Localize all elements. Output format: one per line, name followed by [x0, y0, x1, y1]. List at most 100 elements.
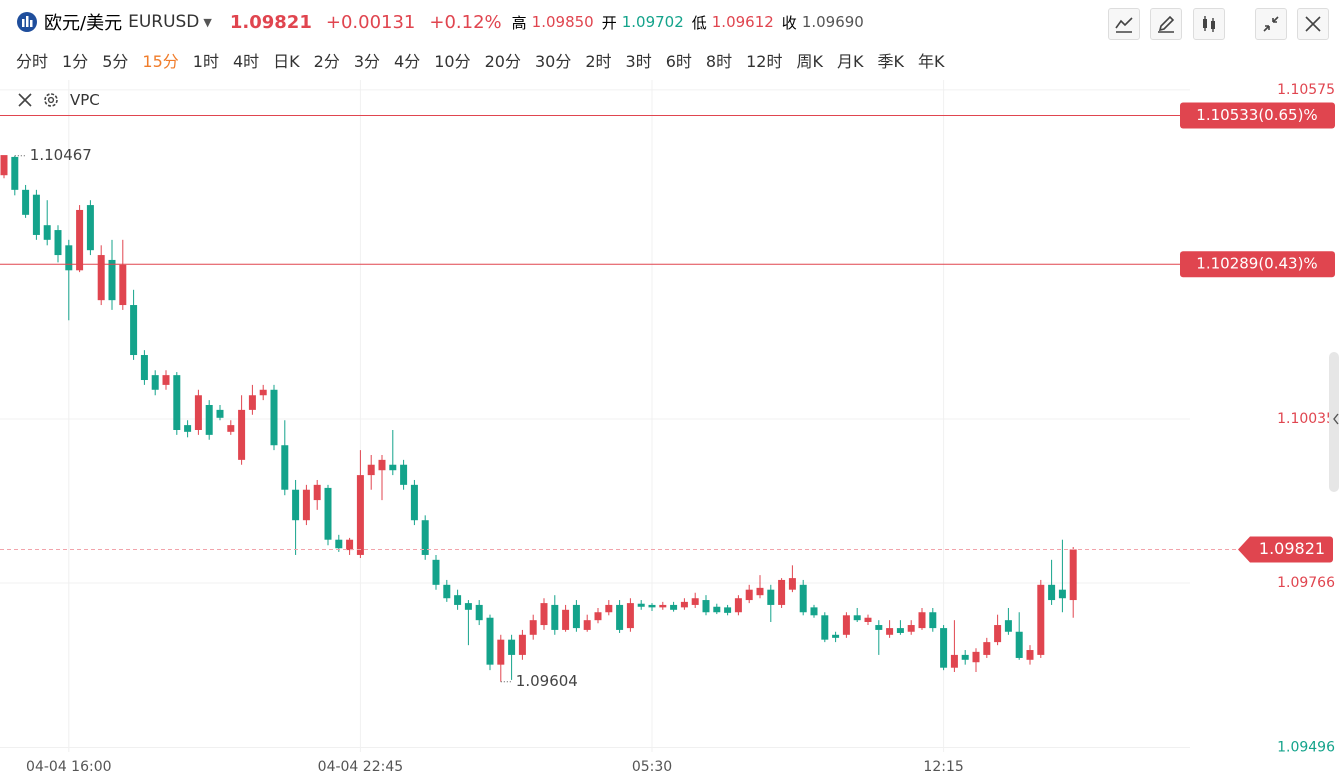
scrollbar: [1329, 352, 1339, 492]
symbol-name[interactable]: 欧元/美元: [44, 13, 123, 34]
interval-tab[interactable]: 10分: [434, 52, 471, 71]
candle-body: [918, 612, 926, 629]
candle-body: [54, 230, 62, 256]
candle-body: [659, 604, 667, 608]
candle-button[interactable]: [1193, 8, 1225, 40]
y-tick-label: 1.10575: [1277, 82, 1335, 98]
candle-body: [670, 604, 678, 610]
x-tick-label: 05:30: [632, 759, 672, 775]
candle-body: [551, 604, 559, 630]
interval-tab[interactable]: 20分: [484, 52, 521, 71]
candle-body: [529, 620, 537, 635]
interval-tab[interactable]: 2分: [313, 52, 340, 71]
x-tick-label: 04-04 16:00: [26, 759, 111, 775]
interval-tab[interactable]: 年K: [917, 52, 945, 71]
candle-body: [238, 409, 246, 460]
candle-body: [205, 405, 213, 435]
candle-body: [400, 464, 408, 485]
interval-tab[interactable]: 12时: [746, 52, 783, 71]
interval-tab[interactable]: 30分: [534, 52, 572, 71]
symbol-icon: [17, 12, 37, 32]
candle-body: [583, 620, 591, 630]
candle-body: [864, 617, 872, 622]
interval-tab[interactable]: 周K: [796, 52, 823, 71]
interval-tab[interactable]: 4时: [232, 52, 260, 71]
candle-body: [972, 651, 980, 663]
interval-tab[interactable]: 1时: [192, 52, 219, 71]
candle-body: [281, 445, 289, 490]
candle-body: [875, 625, 883, 630]
price: 1.09821: [229, 11, 312, 33]
symbol-code[interactable]: EURUSD: [128, 12, 200, 32]
interval-tab[interactable]: 2时: [585, 52, 612, 71]
chart-type-button[interactable]: [1108, 8, 1140, 40]
draw-button[interactable]: [1150, 8, 1182, 40]
candle-body: [216, 409, 224, 418]
y-tick-label: 1.10035: [1277, 411, 1335, 427]
candle-body: [486, 617, 494, 665]
open: 1.09702: [621, 13, 684, 31]
settings-icon[interactable]: [42, 91, 60, 109]
indicator-row: VPC: [16, 88, 100, 112]
candle-body: [367, 464, 375, 476]
candle-body: [227, 425, 235, 432]
candle-body: [702, 600, 710, 613]
annotation-label: 1.10467: [30, 146, 92, 164]
candle-body: [0, 155, 8, 176]
annotation-label: 1.09604: [516, 672, 578, 690]
indicator-name: VPC: [70, 91, 100, 109]
interval-tab[interactable]: 6时: [665, 52, 692, 71]
candle-body: [853, 615, 861, 621]
candle-body: [11, 156, 19, 190]
low: 1.09612: [711, 13, 774, 31]
candle-body: [43, 225, 51, 240]
y-tick-label: 1.09766: [1277, 575, 1335, 591]
candle-body: [97, 255, 105, 301]
interval-tab[interactable]: 日K: [273, 52, 300, 71]
candle-body: [616, 604, 624, 630]
candle-body: [313, 484, 321, 501]
candle-body: [421, 520, 429, 555]
interval-tab[interactable]: 8时: [705, 52, 733, 71]
candle-body: [788, 578, 796, 590]
interval-tab[interactable]: 分时: [16, 52, 49, 71]
collapse-arrow: [1333, 413, 1339, 425]
interval-tab[interactable]: 3分: [353, 52, 381, 71]
candle-body: [248, 395, 256, 410]
candle-body: [1004, 620, 1012, 632]
interval-bar: 分时 1分 5分 15分 1时 4时 日K 2分 3分 4分 10分 20分 30分 2时 3时 6时 8时 12…: [16, 46, 958, 74]
interval-tab[interactable]: 5分: [102, 52, 129, 71]
interval-tab[interactable]: 4分: [394, 52, 421, 71]
dropdown-arrow[interactable]: ▼: [203, 15, 212, 29]
candle-body: [378, 459, 386, 471]
close-indicator[interactable]: [16, 91, 34, 109]
candle-body: [270, 389, 278, 446]
interval-tab[interactable]: 季K: [877, 52, 904, 71]
candle-body: [810, 607, 818, 616]
collapse-button[interactable]: [1255, 8, 1287, 40]
open-label: 开: [601, 13, 617, 32]
candle-body: [605, 604, 613, 613]
candle-body: [464, 603, 472, 610]
price-line-label: 1.10289(0.43)%: [1196, 255, 1317, 273]
interval-tab[interactable]: 3时: [625, 52, 652, 71]
candle-body: [1026, 650, 1034, 660]
candle-body: [778, 579, 786, 605]
close-button[interactable]: [1297, 8, 1329, 40]
interval-tab[interactable]: 1分: [62, 52, 89, 71]
candle-body: [929, 612, 937, 629]
candle-body: [194, 395, 202, 430]
candle-body: [475, 604, 483, 621]
y-tick-label: 1.09496: [1277, 740, 1335, 756]
candle-body: [389, 464, 397, 471]
close: 1.09690: [801, 13, 864, 31]
candle-body: [896, 628, 904, 633]
interval-tab[interactable]: 15分: [142, 52, 179, 71]
candle-body: [292, 489, 300, 521]
candle-body: [950, 654, 958, 668]
candle-body: [648, 604, 656, 608]
interval-tab[interactable]: 月K: [836, 52, 864, 71]
candle-body: [961, 654, 969, 660]
